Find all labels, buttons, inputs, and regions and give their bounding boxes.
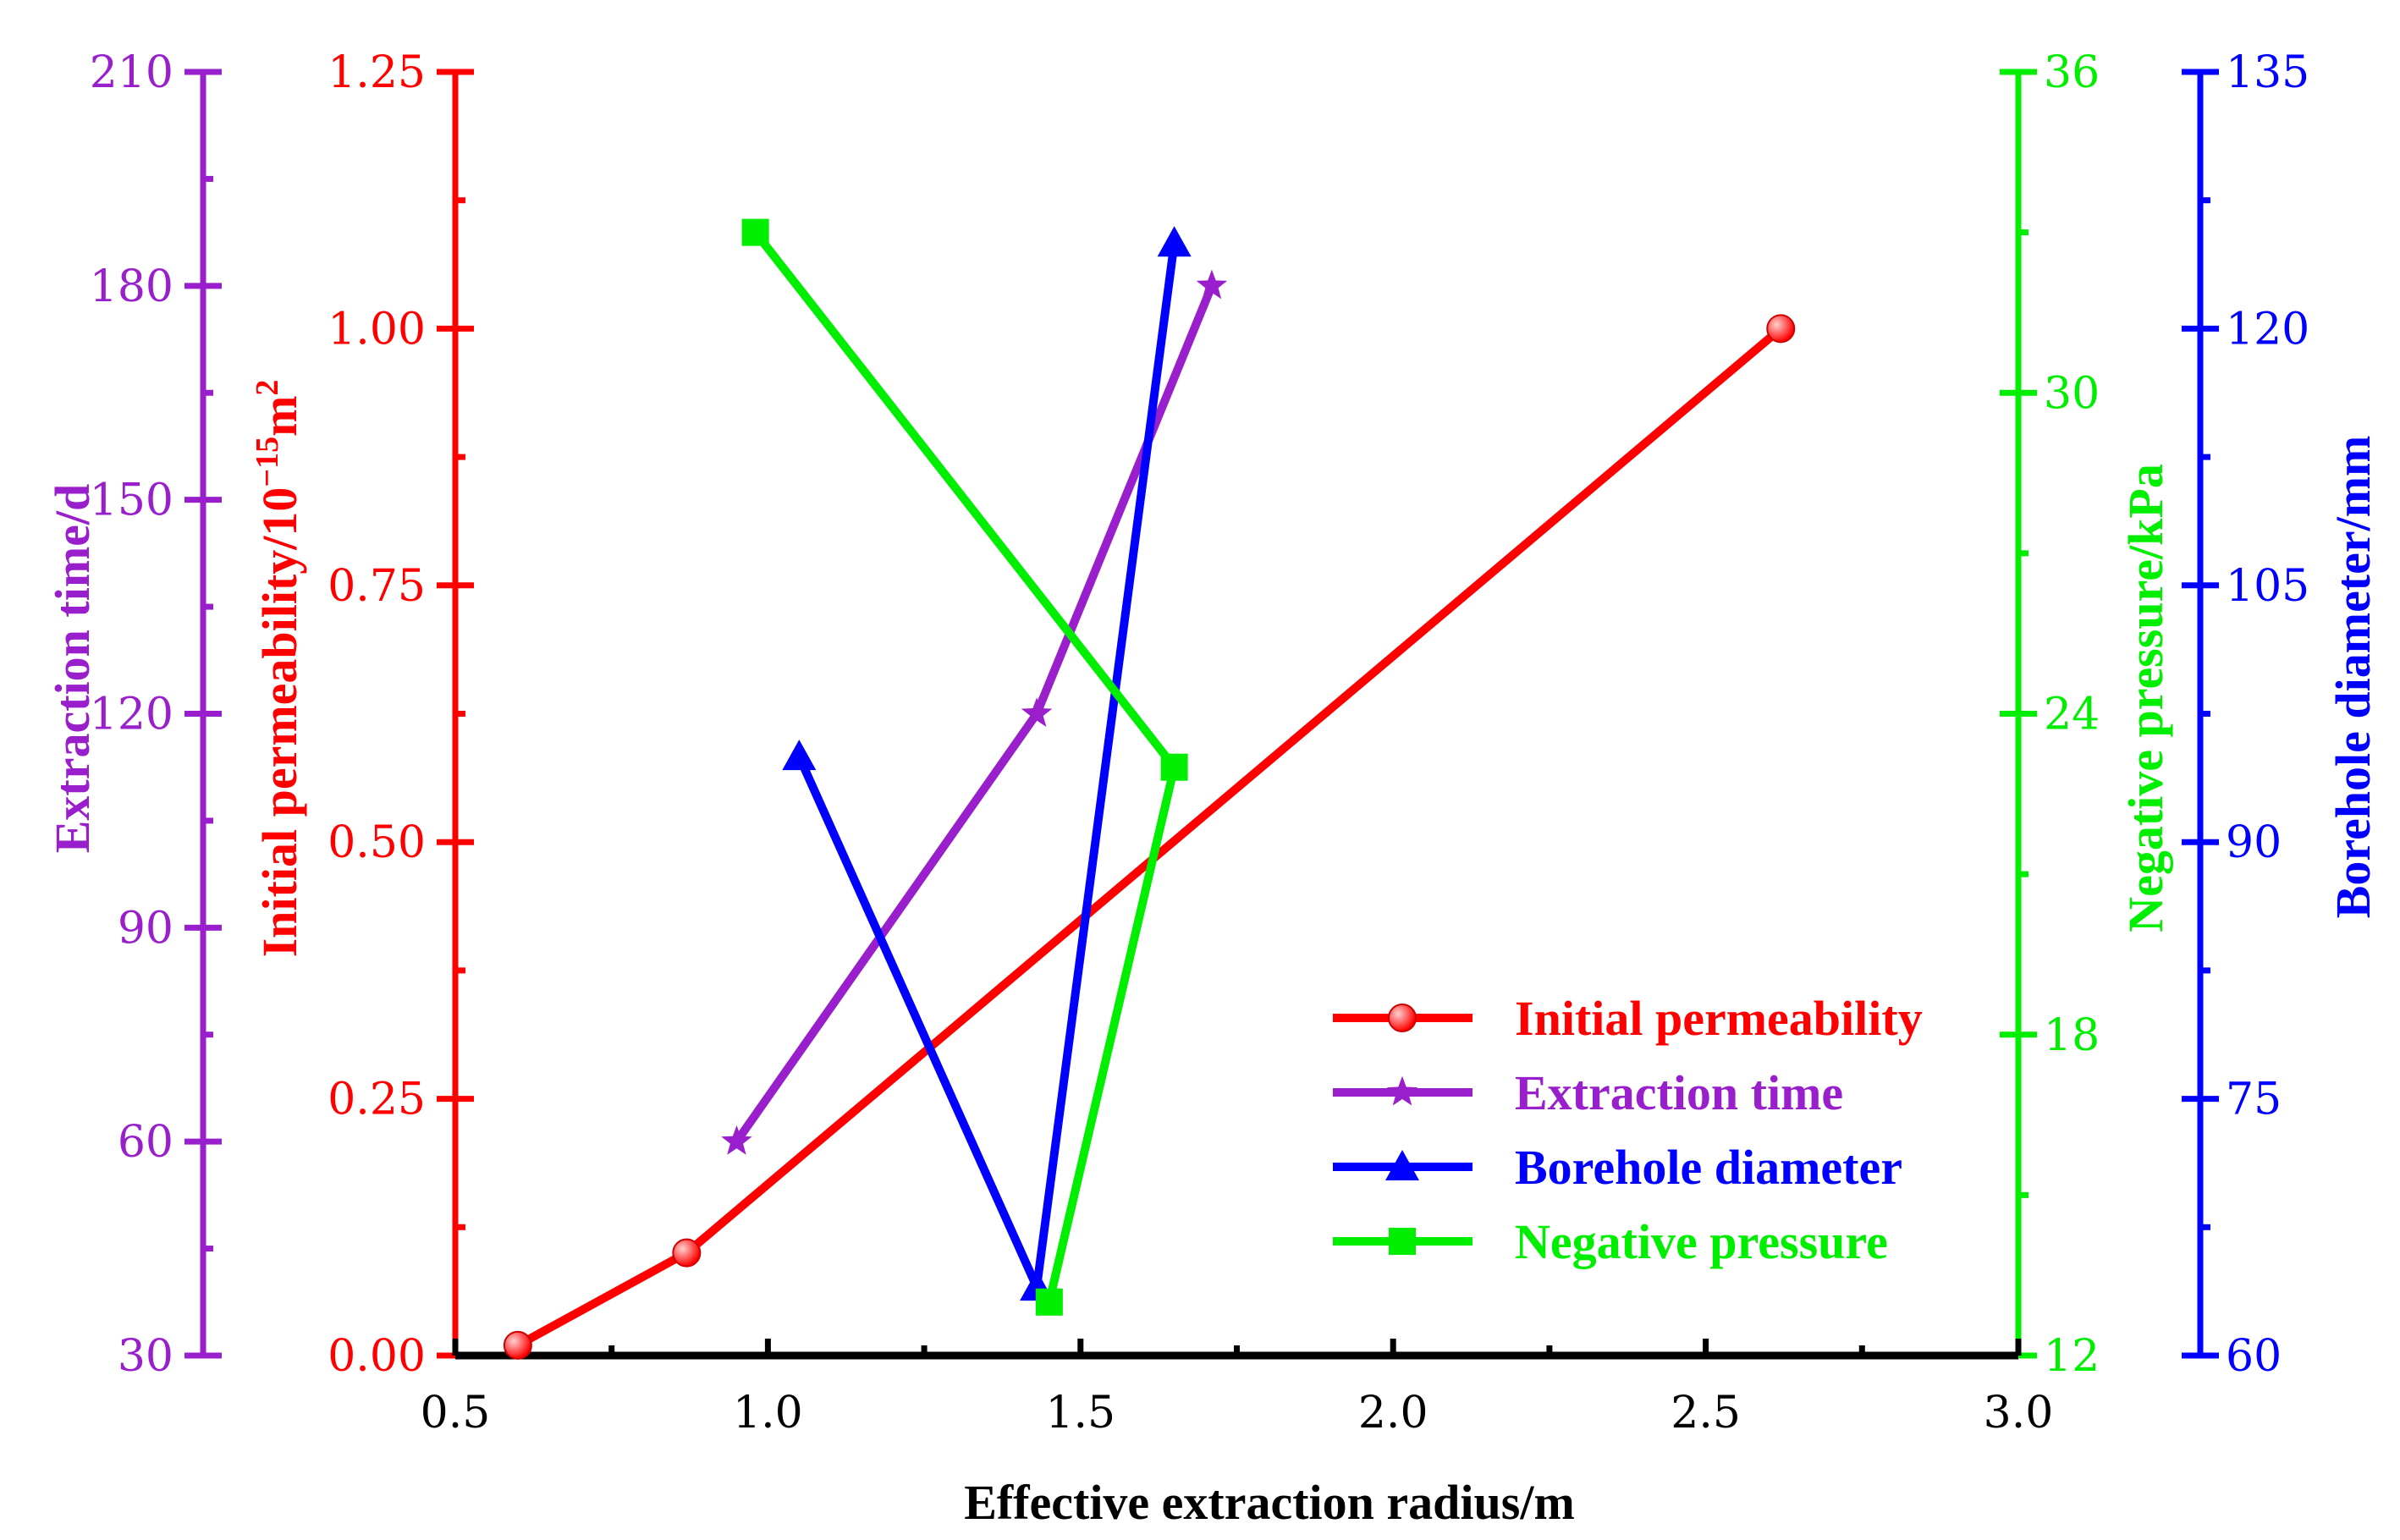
series-layer bbox=[503, 218, 1796, 1360]
x-tick-label: 2.5 bbox=[1671, 1388, 1741, 1438]
y-tick-label-perm: 0.00 bbox=[328, 1331, 426, 1382]
legend-item: Initial permeability bbox=[1333, 991, 1923, 1046]
y-tick-label-pressure: 24 bbox=[2044, 690, 2100, 740]
y-tick-label-time: 150 bbox=[90, 476, 173, 526]
data-point-star bbox=[721, 1125, 752, 1155]
data-point-square bbox=[1160, 753, 1188, 781]
legend-marker-triangle bbox=[1385, 1150, 1419, 1180]
y-tick-label-diameter: 105 bbox=[2226, 561, 2309, 612]
data-point-square bbox=[1035, 1288, 1063, 1316]
y-axis-title-negative-pressure: Negative pressure/kPa bbox=[2118, 464, 2173, 932]
data-point-star bbox=[1196, 269, 1228, 300]
y-tick-label-perm: 0.25 bbox=[328, 1075, 426, 1125]
y-tick-label-pressure: 18 bbox=[2044, 1010, 2100, 1061]
y-tick-label-diameter: 75 bbox=[2226, 1075, 2282, 1125]
y-tick-label-perm: 0.50 bbox=[328, 817, 426, 868]
y-tick-label-diameter: 135 bbox=[2226, 47, 2309, 98]
axes-layer: 30 60 90 120 150 180 210 0.00 0.25 0.50 0.75 1.00 1.… bbox=[90, 47, 2310, 1438]
data-point-circle bbox=[1766, 314, 1796, 344]
data-point-triangle bbox=[782, 740, 817, 771]
series-borehole-diameter bbox=[782, 226, 1192, 1301]
perm-title-sup2: 2 bbox=[250, 380, 285, 396]
x-tick-label: 3.0 bbox=[1984, 1388, 2054, 1438]
legend-marker-star bbox=[1386, 1075, 1418, 1106]
y-tick-label-time: 120 bbox=[90, 690, 173, 740]
y-tick-label-diameter: 120 bbox=[2226, 304, 2309, 355]
legend-item: Borehole diameter bbox=[1333, 1140, 1902, 1195]
perm-title-main: Initial permeability/10 bbox=[252, 487, 307, 958]
legend-label: Negative pressure bbox=[1515, 1214, 1888, 1269]
y-axis-title-extraction-time: Extraction time/d bbox=[45, 484, 100, 854]
legend-marker-square bbox=[1389, 1228, 1416, 1255]
y-tick-label-time: 60 bbox=[118, 1117, 173, 1168]
x-tick-label: 2.0 bbox=[1358, 1388, 1428, 1438]
y-tick-label-pressure: 12 bbox=[2044, 1331, 2100, 1382]
y-tick-label-perm: 0.75 bbox=[328, 561, 426, 612]
data-point-triangle bbox=[1157, 226, 1192, 257]
perm-title-tail: m bbox=[252, 396, 307, 437]
legend-item: Negative pressure bbox=[1333, 1214, 1888, 1269]
legend-label: Extraction time bbox=[1515, 1065, 1843, 1120]
y-tick-label-perm: 1.25 bbox=[328, 47, 426, 98]
y-axis-title-permeability: Initial permeability/10−15m2 bbox=[250, 380, 307, 958]
y-tick-label-diameter: 60 bbox=[2226, 1331, 2282, 1382]
series-negative-pressure bbox=[741, 218, 1188, 1316]
x-tick-label: 1.5 bbox=[1045, 1388, 1115, 1438]
y-tick-label-pressure: 30 bbox=[2044, 368, 2100, 419]
y-tick-label-pressure: 36 bbox=[2044, 47, 2100, 98]
legend-marker-circle bbox=[1388, 1004, 1417, 1032]
y-tick-label-time: 30 bbox=[118, 1331, 173, 1382]
y-tick-label-time: 210 bbox=[90, 47, 173, 98]
perm-title-sup: −15 bbox=[250, 437, 285, 487]
series-initial-permeability bbox=[503, 314, 1796, 1360]
data-point-square bbox=[741, 218, 769, 246]
y-tick-label-diameter: 90 bbox=[2226, 817, 2282, 868]
y-tick-label-time: 180 bbox=[90, 261, 173, 312]
legend-label: Initial permeability bbox=[1515, 991, 1923, 1046]
x-axis-title: Effective extraction radius/m bbox=[964, 1475, 1575, 1530]
legend-item: Extraction time bbox=[1333, 1065, 1843, 1120]
legend-label: Borehole diameter bbox=[1515, 1140, 1902, 1195]
data-point-star bbox=[1021, 697, 1053, 727]
series-line bbox=[795, 242, 1179, 1292]
y-axis-title-borehole-diameter: Borehole diameter/mm bbox=[2326, 436, 2381, 919]
data-point-circle bbox=[503, 1330, 532, 1360]
y-tick-label-time: 90 bbox=[118, 903, 173, 954]
y-tick-label-perm: 1.00 bbox=[328, 304, 426, 355]
data-point-circle bbox=[672, 1238, 702, 1268]
x-tick-label: 0.5 bbox=[421, 1388, 491, 1438]
x-tick-label: 1.0 bbox=[733, 1388, 803, 1438]
legend: Initial permeability Extraction time Boreh… bbox=[1333, 991, 1923, 1269]
